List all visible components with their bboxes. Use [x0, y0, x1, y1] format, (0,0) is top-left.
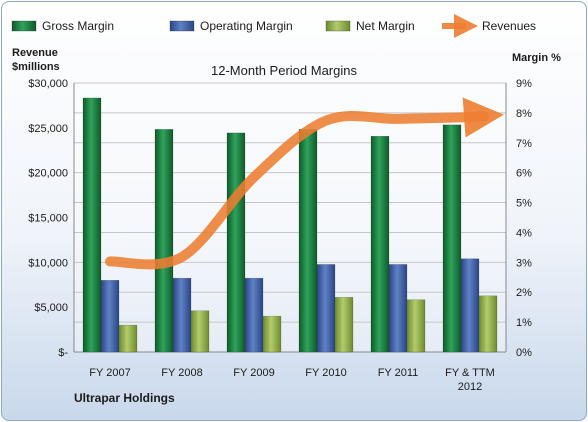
x-axis-tick-label: FY 2009 [233, 367, 274, 379]
bar-net-margin [334, 297, 354, 353]
bar-operating-margin [172, 277, 192, 353]
x-axis-tick-label: 2012 [458, 381, 482, 393]
bar-operating-margin [244, 277, 264, 353]
bar-gross-margin [298, 129, 318, 353]
plot-background [74, 83, 506, 352]
x-axis-tick-label: FY 2007 [89, 367, 130, 379]
bar-gross-margin [370, 135, 390, 353]
x-axis-tick-label: FY 2010 [305, 367, 346, 379]
right-axis-tick-label: 4% [516, 227, 532, 239]
left-axis-title-line2: $millions [12, 61, 60, 73]
legend-swatch [169, 20, 195, 32]
left-axis-title-line1: Revenue [12, 47, 58, 59]
right-axis-title: Margin % [512, 52, 561, 64]
legend-label: Net Margin [356, 19, 415, 33]
right-axis-tick-label: 9% [516, 78, 532, 90]
right-axis-tick-label: 5% [516, 198, 532, 210]
line-revenues [105, 97, 504, 270]
bar-net-margin [406, 299, 426, 353]
bar-net-margin [262, 315, 282, 353]
x-axis-tick-label: FY 2011 [378, 367, 419, 379]
bar-gross-margin [226, 132, 246, 353]
bar-gross-margin [442, 124, 462, 353]
bar-operating-margin [460, 258, 480, 353]
right-axis-tick-label: 1% [516, 317, 532, 329]
x-axis-tick-label: FY 2008 [161, 367, 202, 379]
bar-operating-margin [316, 264, 336, 353]
right-axis-tick-label: 0% [516, 347, 532, 359]
bar-net-margin [478, 295, 498, 353]
plot-area: 0% 1% 2% 3% 4% 5% 6% 7% 8% 9% $- $5,000 $10,000 $15,0… [28, 78, 532, 393]
bar-net-margin [190, 310, 210, 353]
left-axis-tick-label: $- [58, 347, 68, 359]
right-axis-tick-label: 3% [516, 257, 532, 269]
left-axis-tick-label: $25,000 [28, 123, 68, 135]
legend-swatch [11, 20, 37, 32]
bar-gross-margin [82, 97, 102, 353]
left-axis-tick-label: $15,000 [28, 213, 68, 225]
x-axis-tick-label: FY & TTM [445, 367, 495, 379]
bar-operating-margin [388, 264, 408, 353]
left-axis-tick-label: $5,000 [34, 302, 68, 314]
chart-footnote: Ultrapar Holdings [74, 391, 175, 405]
legend-label: Operating Margin [200, 19, 293, 33]
chart-title: 12-Month Period Margins [211, 63, 357, 78]
legend-label: Revenues [482, 19, 536, 33]
left-axis-tick-label: $10,000 [28, 257, 68, 269]
bar-gross-margin [154, 129, 174, 353]
chart-legend: Gross Margin Operating Margin Net Margin Re… [11, 14, 536, 38]
legend-swatch [325, 20, 351, 32]
right-axis-tick-label: 8% [516, 108, 532, 120]
right-axis-tick-label: 6% [516, 168, 532, 180]
bar-net-margin [118, 324, 138, 353]
bar-operating-margin [100, 280, 120, 353]
right-axis-tick-label: 7% [516, 138, 532, 150]
left-axis-tick-label: $30,000 [28, 78, 68, 90]
right-axis-tick-label: 2% [516, 287, 532, 299]
left-axis-tick-label: $20,000 [28, 168, 68, 180]
legend-label: Gross Margin [42, 19, 114, 33]
